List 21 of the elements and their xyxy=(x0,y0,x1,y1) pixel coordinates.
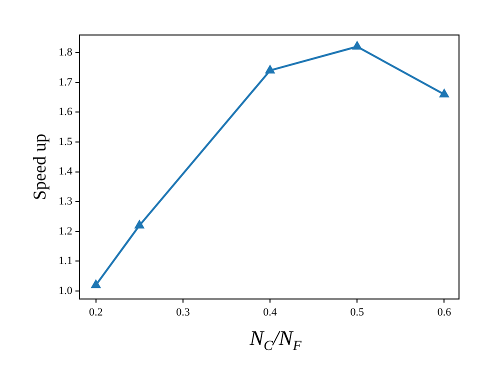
x-tick-label: 0.6 xyxy=(437,306,452,318)
y-tick-label: 1.2 xyxy=(58,225,72,238)
y-tick-label: 1.3 xyxy=(58,196,73,208)
y-tick-label: 1.4 xyxy=(58,166,73,178)
point xyxy=(91,280,100,288)
point xyxy=(134,220,144,228)
point xyxy=(352,42,362,50)
y-tick-label: 1.5 xyxy=(58,136,73,148)
y-tick-label: 1.0 xyxy=(58,284,73,297)
x-axis-title: N$_{C}$/N$_{F}$ xyxy=(248,326,302,356)
y-axis-title: Speed up xyxy=(30,134,50,200)
y-tick-label: 1.7 xyxy=(58,76,73,88)
x-tick-label: 0.4 xyxy=(263,306,278,318)
point xyxy=(266,65,275,74)
y-tick-label: 1.6 xyxy=(58,106,73,118)
point xyxy=(440,89,449,98)
y-tick-label: 1.8 xyxy=(58,46,73,58)
x-tick-label: 0.3 xyxy=(176,306,190,318)
y-tick-label: 1.1 xyxy=(58,255,72,268)
x-tick-label: 0.5 xyxy=(350,306,364,318)
x-tick-label: 0.2 xyxy=(89,306,103,318)
